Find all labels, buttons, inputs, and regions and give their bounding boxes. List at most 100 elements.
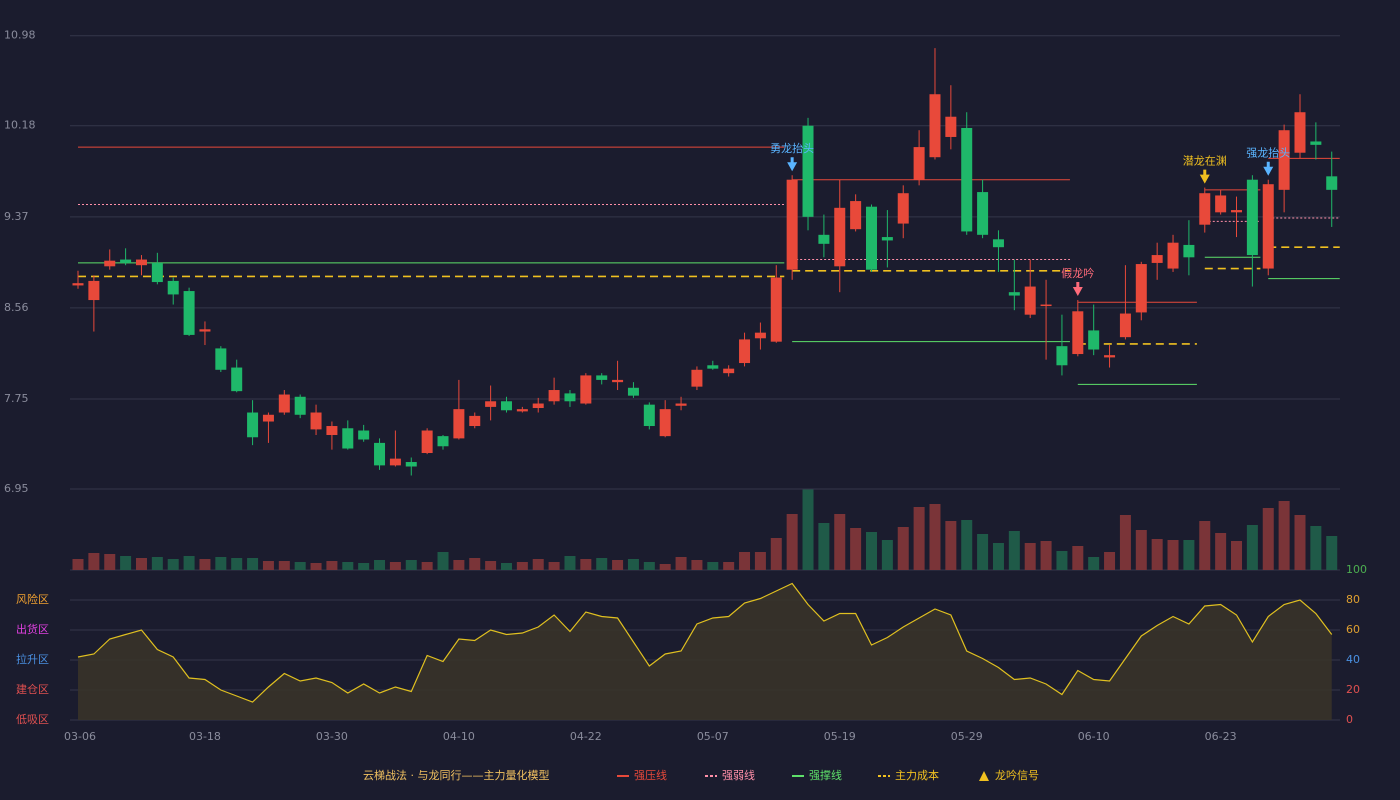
candle-body [992, 239, 1004, 248]
candle-body [231, 367, 243, 392]
volume-bar [1294, 515, 1306, 570]
signal-label: 勇龙抬头 [770, 141, 814, 155]
volume-bar [1135, 530, 1147, 570]
candle-body [151, 262, 163, 283]
volume-bar [500, 563, 512, 570]
volume-bar [247, 558, 259, 570]
volume-bar [897, 527, 909, 570]
candle-body [120, 259, 132, 263]
volume-bar [961, 520, 973, 570]
candle-body [1231, 210, 1243, 213]
volume-bar [866, 532, 877, 570]
volume-bar [294, 562, 306, 570]
candle-body [754, 332, 766, 339]
volume-bar [1151, 539, 1163, 570]
candle-body [945, 116, 957, 137]
candle-body [532, 403, 544, 409]
volume-bar [262, 561, 274, 570]
x-tick-label: 04-10 [443, 730, 475, 743]
volume-bar [596, 558, 608, 570]
volume-bar [881, 540, 893, 570]
candle-body [548, 390, 560, 402]
candle-body [1294, 112, 1306, 153]
candle-body [913, 147, 925, 180]
candle-body [215, 348, 227, 370]
candle-body [278, 394, 290, 413]
candle-body [104, 260, 116, 267]
legend-label: 龙吟信号 [995, 768, 1039, 782]
y-tick-label: 9.37 [4, 210, 29, 223]
volume-bar [754, 552, 766, 570]
candle-body [1326, 176, 1338, 190]
volume-bar [1215, 533, 1227, 570]
candle-body [199, 329, 211, 332]
candle-body [469, 415, 481, 427]
candle-body [72, 283, 84, 286]
volume-bar [72, 559, 84, 570]
x-tick-label: 03-18 [189, 730, 221, 743]
volume-bar [374, 560, 386, 570]
volume-bar [151, 557, 163, 570]
signal-label: 强龙抬头 [1246, 146, 1290, 160]
volume-bar [231, 558, 243, 570]
volume-bar [1326, 536, 1338, 570]
candle-body [1119, 313, 1131, 338]
candle-body [770, 277, 782, 342]
zone-label: 建仓区 [16, 682, 49, 696]
candle-body [897, 193, 909, 224]
zone-label: 出货区 [16, 622, 49, 636]
candle-body [405, 462, 417, 467]
volume-bar [786, 514, 798, 570]
volume-bar [802, 489, 814, 570]
volume-bar [469, 558, 481, 570]
indicator-line [77, 582, 1333, 703]
volume-bar [945, 521, 957, 570]
volume-bar [834, 514, 846, 570]
volume-bar [421, 562, 433, 570]
candle-body [516, 409, 528, 412]
volume-bar [977, 534, 989, 570]
volume-bar [818, 523, 830, 570]
volume-bar [104, 554, 116, 570]
x-tick-label: 05-29 [951, 730, 983, 743]
volume-bar [675, 557, 687, 570]
volume-bar [770, 538, 782, 570]
candle-body [1040, 304, 1052, 307]
candle-body [1183, 244, 1195, 258]
volume-bar [1183, 540, 1195, 570]
volume-bar [278, 561, 290, 570]
candle-body [389, 458, 401, 466]
y-tick-label: 100 [1346, 563, 1367, 576]
volume-bar [1008, 531, 1020, 570]
candle-body [262, 414, 274, 422]
y-tick-label: 10.98 [4, 29, 36, 42]
volume-bar [1246, 525, 1258, 570]
x-tick-label: 05-19 [824, 730, 856, 743]
candle-body [977, 192, 989, 235]
volume-bar [120, 556, 132, 570]
candle-body [421, 430, 433, 454]
candle-body [358, 430, 370, 440]
y-tick-label: 10.18 [4, 119, 36, 132]
volume-bar [405, 560, 417, 570]
candle-body [627, 387, 639, 396]
candle-body [691, 369, 703, 387]
legend-label: 强弱线 [722, 768, 755, 782]
signal-arrow [787, 157, 798, 172]
candle-body [374, 442, 386, 466]
zone-label: 风险区 [16, 592, 49, 606]
y-tick-label: 60 [1346, 623, 1360, 636]
candle-body [342, 428, 354, 449]
candle-body [1135, 264, 1147, 313]
signal-label: 假龙吟 [1061, 266, 1094, 280]
candle-body [247, 412, 259, 438]
x-tick-label: 03-06 [64, 730, 96, 743]
volume-bar [627, 559, 639, 570]
candle-body [929, 94, 941, 158]
candle-body [881, 237, 893, 241]
volume-bar [183, 556, 195, 570]
candle-body [707, 365, 719, 369]
candle-body [961, 127, 973, 232]
y-tick-label: 40 [1346, 653, 1360, 666]
candle-body [564, 393, 576, 402]
